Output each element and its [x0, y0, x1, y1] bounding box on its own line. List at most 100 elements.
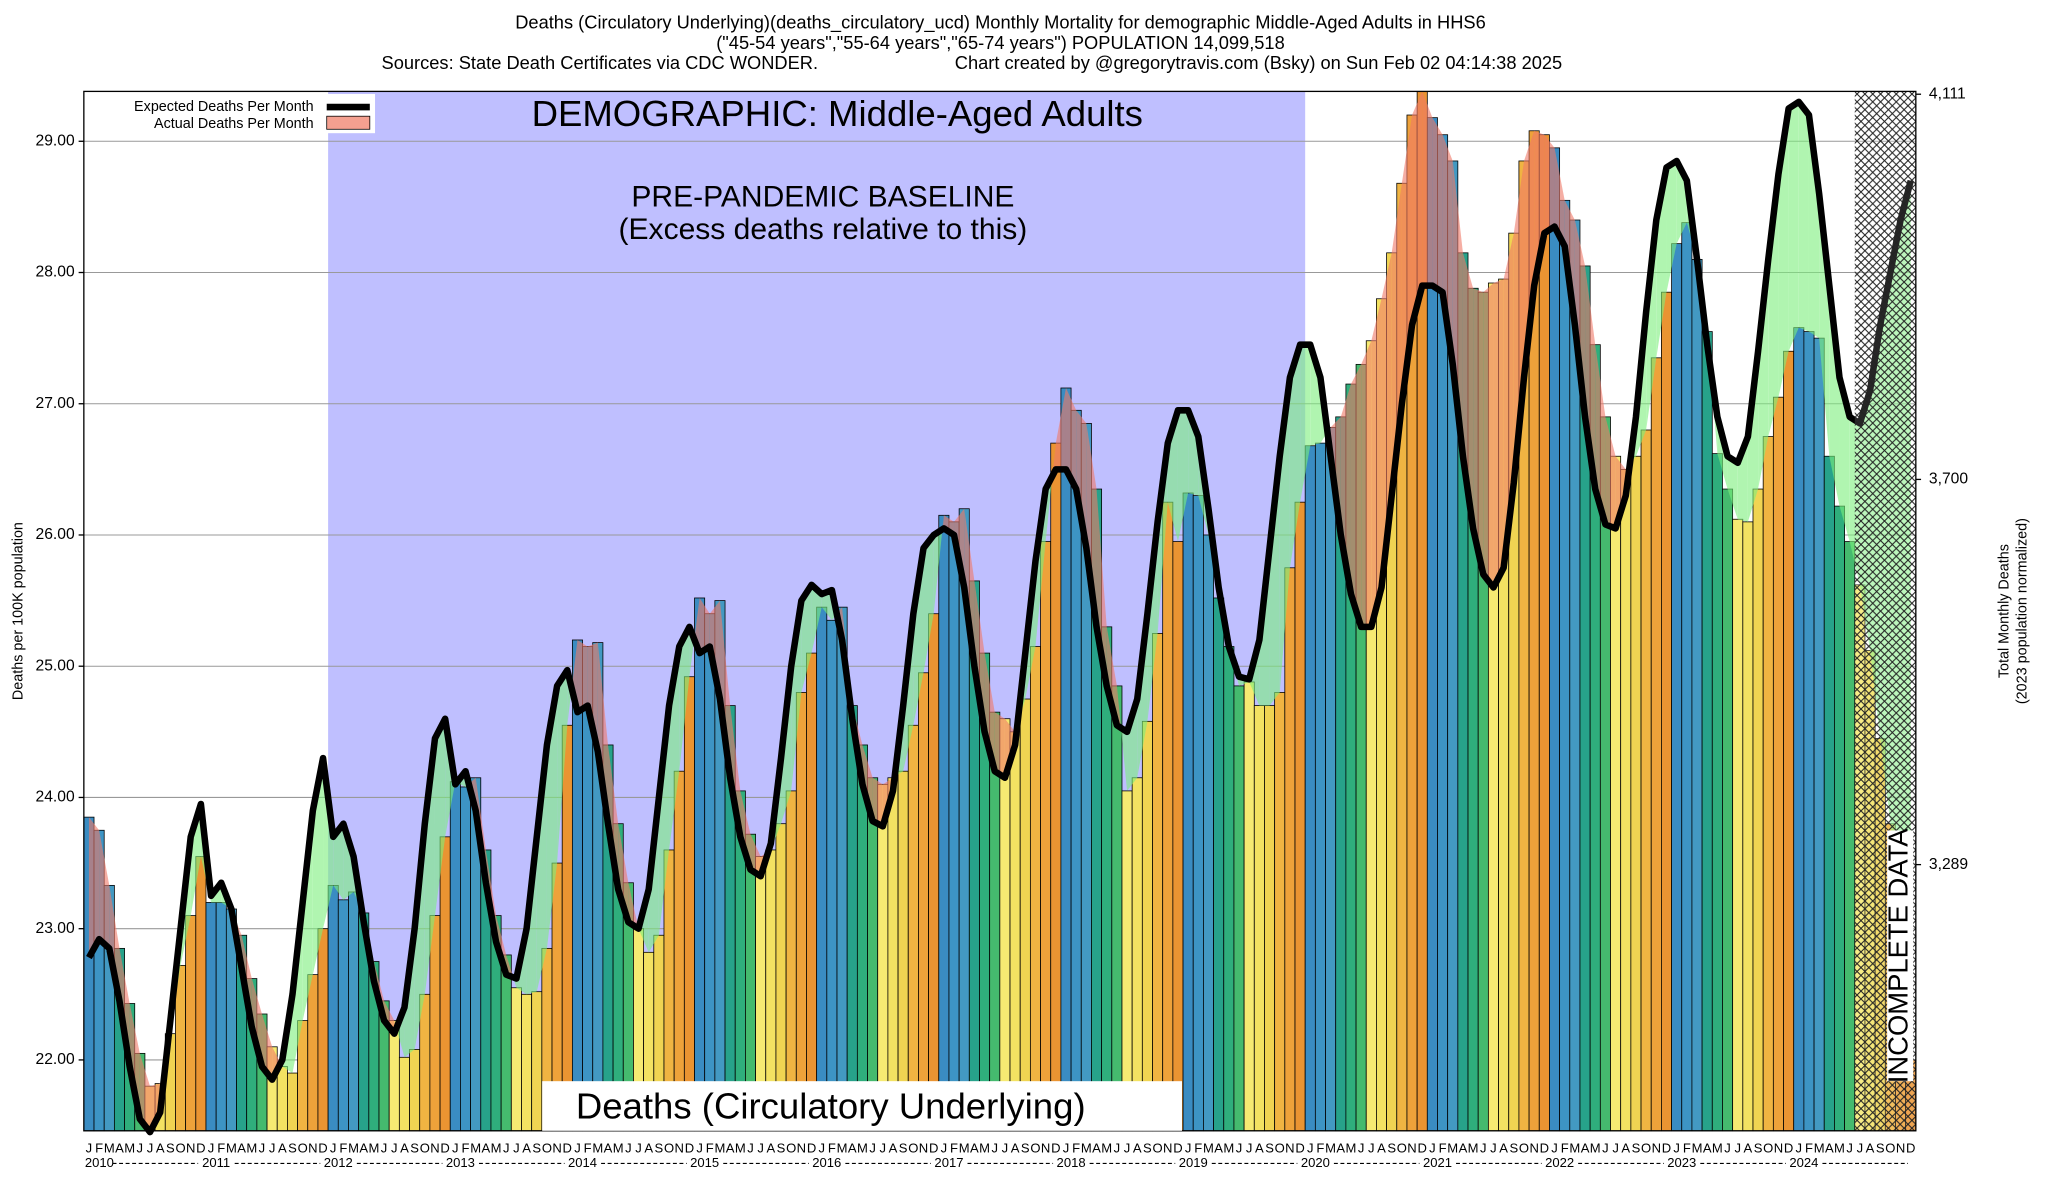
bar [806, 652, 818, 1132]
y2-tick-label: 4,111 [1929, 85, 1966, 102]
bar [348, 891, 360, 1132]
x-tick-label: M [1447, 1141, 1458, 1156]
bar [1671, 243, 1683, 1132]
x-tick-label: O [1763, 1141, 1773, 1156]
y2-tick-label: 3,700 [1929, 471, 1968, 488]
bar [887, 777, 899, 1132]
excess-area [1727, 456, 1738, 520]
x-tick-label: A [1825, 1141, 1834, 1156]
y-tick-label: 25.00 [36, 657, 75, 674]
x-tick-label: S [410, 1141, 419, 1156]
chart-title: Deaths (Circulatory Underlying)(deaths_c… [515, 11, 1486, 33]
x-tick-label: M [491, 1141, 502, 1156]
x-tick-label: A [848, 1141, 857, 1156]
y-axis-title: Deaths per 100K population [10, 522, 26, 700]
x-tick-label: J [330, 1141, 337, 1156]
bar [1762, 436, 1774, 1132]
x-tick-label: J [1480, 1141, 1487, 1156]
year-label: 2011 [202, 1155, 230, 1170]
x-tick-label: M [1834, 1141, 1845, 1156]
excess-area [821, 590, 832, 621]
x-tick-label: M [1712, 1141, 1723, 1156]
x-tick-label: D [807, 1141, 816, 1156]
y2-axis-title: Total Monthly Deaths [1996, 544, 2012, 678]
bar [1752, 488, 1764, 1132]
excess-area [587, 642, 598, 752]
bar [185, 915, 197, 1132]
incomplete-label: INCOMPLETE DATA [1882, 828, 1913, 1084]
x-tick-label: A [400, 1141, 409, 1156]
excess-area [99, 830, 110, 949]
x-tick-label: J [625, 1141, 632, 1156]
x-tick-label: M [959, 1141, 970, 1156]
excess-area [1483, 283, 1494, 588]
bar [1172, 541, 1184, 1132]
excess-area [577, 639, 588, 713]
y-tick-label: 22.00 [36, 1051, 75, 1068]
excess-area [1157, 443, 1168, 634]
x-tick-label: J [1724, 1141, 1731, 1156]
excess-area [750, 834, 761, 877]
x-tick-label: D [1418, 1141, 1427, 1156]
sources: Sources: State Death Certificates via CD… [382, 52, 818, 73]
x-tick-label: M [470, 1141, 481, 1156]
bar [826, 619, 838, 1132]
excess-area [221, 882, 232, 910]
bar [1050, 442, 1062, 1132]
bar [1742, 521, 1754, 1132]
y2-tick-label: 3,289 [1929, 856, 1968, 873]
x-tick-label: J [1114, 1141, 1121, 1156]
excess-area [1829, 285, 1840, 507]
x-tick-label: S [1143, 1141, 1152, 1156]
excess-area [699, 597, 710, 654]
bar [1803, 331, 1815, 1132]
x-tick-label: S [1265, 1141, 1274, 1156]
bar [1681, 222, 1693, 1132]
bar [1284, 567, 1296, 1132]
bar [1141, 720, 1153, 1132]
bar [1630, 455, 1642, 1132]
bar [317, 928, 329, 1132]
excess-area [1422, 91, 1433, 286]
x-tick-label: O [542, 1141, 552, 1156]
x-tick-label: J [452, 1141, 459, 1156]
x-tick-label: J [757, 1141, 764, 1156]
x-tick-label: N [1529, 1141, 1538, 1156]
x-tick-label: M [592, 1141, 603, 1156]
bar [1620, 468, 1632, 1132]
excess-area [923, 534, 934, 673]
bar [1640, 429, 1652, 1132]
bar [816, 606, 828, 1132]
x-tick-label: D [563, 1141, 572, 1156]
x-tick-label: M [1325, 1141, 1336, 1156]
x-tick-label: A [1092, 1141, 1101, 1156]
x-tick-label: S [655, 1141, 664, 1156]
y-tick-label: 28.00 [36, 264, 75, 281]
x-tick-label: J [1846, 1141, 1853, 1156]
x-tick-label: J [1063, 1141, 1070, 1156]
bar [1152, 633, 1164, 1132]
x-tick-label: O [1153, 1141, 1163, 1156]
bar [327, 884, 339, 1132]
x-tick-label: J [880, 1141, 887, 1156]
x-tick-label: J [1490, 1141, 1497, 1156]
x-tick-label: S [1509, 1141, 1518, 1156]
x-tick-label: A [482, 1141, 491, 1156]
bar [1549, 147, 1561, 1132]
excess-area [1127, 699, 1138, 791]
bar [1253, 705, 1265, 1132]
x-tick-label: M [226, 1141, 237, 1156]
excess-area [974, 580, 985, 732]
bar [1732, 518, 1744, 1132]
excess-area [1666, 160, 1677, 293]
x-tick-label: A [115, 1141, 124, 1156]
excess-area [1798, 101, 1809, 332]
bar [398, 1056, 410, 1132]
x-tick-label: F [584, 1141, 592, 1156]
x-tick-label: O [786, 1141, 796, 1156]
x-tick-label: A [1744, 1141, 1753, 1156]
x-tick-label: F [339, 1141, 347, 1156]
bar [1029, 646, 1041, 1132]
x-tick-label: F [462, 1141, 470, 1156]
chart-subtitle: ("45-54 years","55-64 years","65-74 year… [716, 32, 1285, 53]
